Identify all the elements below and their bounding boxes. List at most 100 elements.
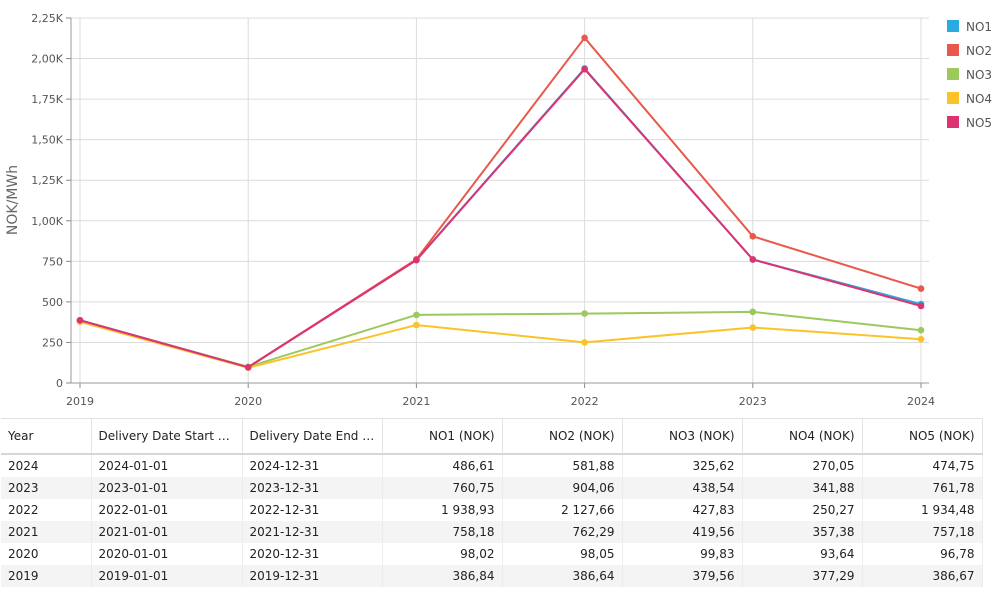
table-cell: 2 127,66: [502, 499, 623, 521]
y-tick-label: 2,00K: [31, 53, 63, 66]
table-cell: 250,27: [742, 499, 863, 521]
table-cell: 760,75: [382, 477, 503, 499]
column-header[interactable]: NO5 (NOK): [862, 418, 983, 455]
table-cell: 2024-01-01: [91, 454, 243, 477]
table-header-row: Year Delivery Date Start CET Delivery Date…: [1, 418, 983, 455]
table-cell: 93,64: [742, 543, 863, 565]
series-line[interactable]: [79, 310, 922, 368]
column-header[interactable]: NO1 (NOK): [382, 418, 503, 455]
table-cell: 2022: [1, 499, 92, 521]
data-point[interactable]: [917, 285, 925, 292]
column-header[interactable]: NO3 (NOK): [622, 418, 743, 455]
series-line[interactable]: [79, 320, 922, 369]
column-header[interactable]: Delivery Date End C...: [242, 418, 383, 455]
legend-item-no5[interactable]: NO5: [947, 116, 992, 130]
data-table-container: Year Delivery Date Start CET Delivery Date…: [1, 418, 983, 587]
table-cell: 341,88: [742, 477, 863, 499]
data-point[interactable]: [581, 65, 588, 73]
table-cell: 474,75: [862, 454, 983, 477]
y-tick-label: 1,75K: [31, 93, 63, 106]
data-point[interactable]: [76, 316, 84, 324]
data-point[interactable]: [749, 256, 757, 263]
legend-label: NO3: [966, 68, 992, 82]
legend-label: NO2: [966, 44, 992, 58]
table-cell: 2024-12-31: [242, 454, 383, 477]
table-body: 2024 2024-01-01 2024-12-31 486,61 581,88 325,…: [1, 454, 983, 587]
x-tick-label: 2024: [907, 395, 935, 408]
data-point[interactable]: [244, 364, 252, 371]
chart-grid: [71, 17, 929, 384]
y-tick-label: 1,00K: [31, 215, 63, 228]
y-tick-label: 750: [42, 255, 63, 268]
legend-item-no2[interactable]: NO2: [947, 44, 992, 58]
table-cell: 581,88: [502, 454, 623, 477]
table-cell: 2020: [1, 543, 92, 565]
data-point[interactable]: [749, 233, 757, 240]
table-cell: 2023-12-31: [242, 477, 383, 499]
table-row[interactable]: 2021 2021-01-01 2021-12-31 758,18 762,29 419,…: [1, 521, 983, 543]
data-point[interactable]: [581, 339, 588, 346]
table-row[interactable]: 2024 2024-01-01 2024-12-31 486,61 581,88 325,…: [1, 454, 983, 477]
table-cell: 2021: [1, 521, 92, 543]
table-cell: 325,62: [622, 454, 743, 477]
data-point[interactable]: [917, 302, 925, 310]
data-point[interactable]: [581, 34, 588, 42]
table-cell: 379,56: [622, 565, 743, 587]
data-point[interactable]: [749, 308, 757, 316]
legend-swatch: [947, 20, 959, 32]
table-cell: 386,84: [382, 565, 503, 587]
table-row[interactable]: 2019 2019-01-01 2019-12-31 386,84 386,64 379,…: [1, 565, 983, 587]
y-tick-label: 1,50K: [31, 134, 63, 147]
table-cell: 2021-12-31: [242, 521, 383, 543]
data-point[interactable]: [917, 335, 925, 343]
legend-swatch: [947, 116, 959, 128]
y-tick-label: 0: [56, 377, 63, 390]
series-no2: [76, 34, 925, 371]
column-header[interactable]: Delivery Date Start CET: [91, 418, 243, 455]
data-point[interactable]: [413, 321, 420, 329]
data-point[interactable]: [581, 310, 588, 317]
table-cell: 762,29: [502, 521, 623, 543]
table-row[interactable]: 2020 2020-01-01 2020-12-31 98,02 98,05 99,83 9…: [1, 543, 983, 565]
data-point[interactable]: [917, 326, 925, 334]
table-cell: 2021-01-01: [91, 521, 243, 543]
table-cell: 96,78: [862, 543, 983, 565]
legend-swatch: [947, 44, 959, 56]
legend-item-no3[interactable]: NO3: [947, 68, 992, 82]
table-cell: 357,38: [742, 521, 863, 543]
table-cell: 270,05: [742, 454, 863, 477]
data-point[interactable]: [413, 311, 420, 319]
data-point[interactable]: [413, 256, 420, 264]
column-header[interactable]: NO2 (NOK): [502, 418, 623, 455]
x-tick-label: 2022: [571, 395, 599, 408]
data-point[interactable]: [749, 324, 757, 331]
y-axis-label: NOK/MWh: [5, 165, 21, 235]
y-tick-label: 250: [42, 336, 63, 349]
column-header[interactable]: Year: [1, 418, 92, 455]
x-tick-label: 2021: [402, 395, 430, 408]
series-no4: [76, 318, 925, 372]
series-line[interactable]: [79, 36, 922, 369]
legend-label: NO4: [966, 92, 992, 106]
table-cell: 2019-01-01: [91, 565, 243, 587]
table-row[interactable]: 2023 2023-01-01 2023-12-31 760,75 904,06 438,…: [1, 477, 983, 499]
legend-item-no1[interactable]: NO1: [947, 20, 992, 34]
legend-item-no4[interactable]: NO4: [947, 92, 992, 106]
x-tick-label: 2023: [739, 395, 767, 408]
table-cell: 1 934,48: [862, 499, 983, 521]
legend-swatch: [947, 92, 959, 104]
table-cell: 2020-01-01: [91, 543, 243, 565]
table-cell: 386,64: [502, 565, 623, 587]
table-row[interactable]: 2022 2022-01-01 2022-12-31 1 938,93 2 127,66…: [1, 499, 983, 521]
table-cell: 99,83: [622, 543, 743, 565]
series-no3: [76, 308, 925, 371]
table-cell: 419,56: [622, 521, 743, 543]
y-tick-label: 1,25K: [31, 174, 63, 187]
series-line[interactable]: [79, 67, 922, 369]
series-no5: [76, 65, 925, 371]
table-cell: 2024: [1, 454, 92, 477]
x-tick-label: 2020: [234, 395, 262, 408]
column-header[interactable]: NO4 (NOK): [742, 418, 863, 455]
table-cell: 904,06: [502, 477, 623, 499]
series-line[interactable]: [79, 68, 922, 369]
